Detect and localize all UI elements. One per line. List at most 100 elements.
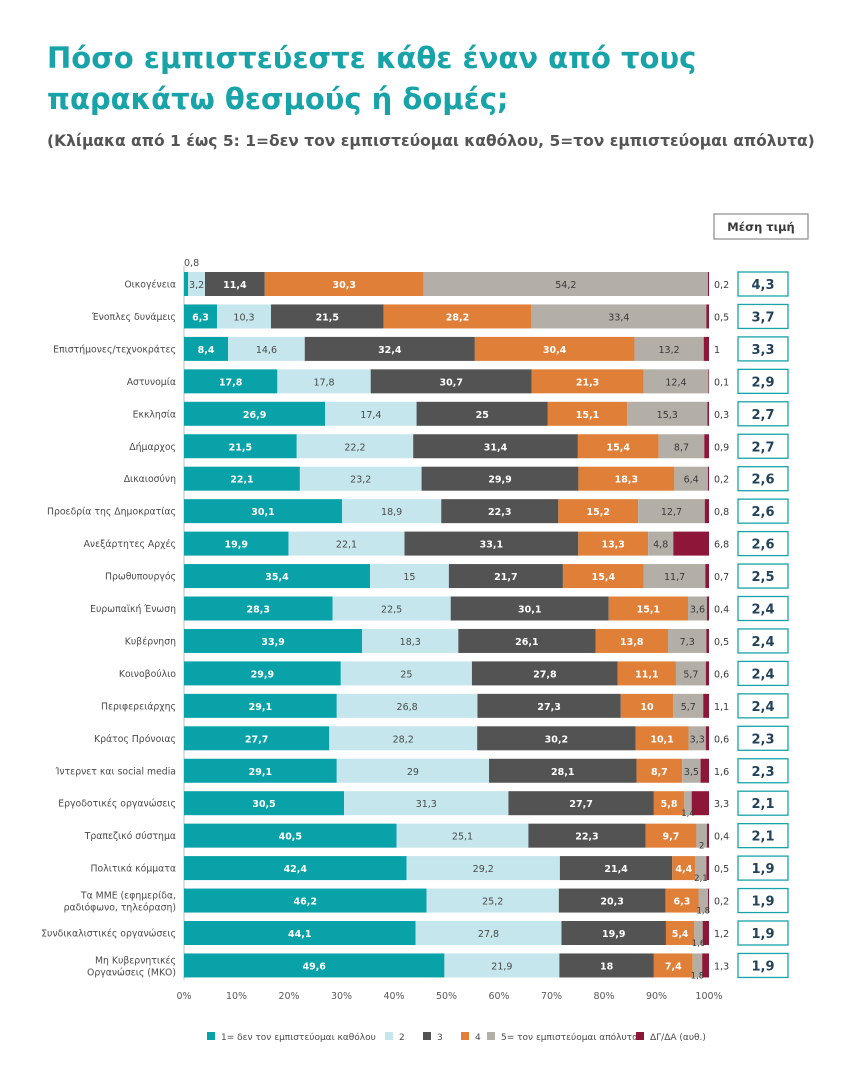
bar-segment-1	[184, 336, 229, 361]
bar-segment-6	[705, 564, 709, 589]
dkna-value-label: 0,1	[714, 377, 729, 388]
data-label: 29,9	[488, 475, 511, 486]
dkna-value-label: 0,7	[714, 572, 729, 583]
legend-label: ΔΓ/ΔΑ (αυθ.)	[650, 1033, 706, 1043]
mean-value: 2,4	[751, 635, 774, 650]
bar-segment-3	[416, 401, 548, 426]
data-label: 46,2	[294, 897, 317, 908]
bar-segment-6	[704, 434, 709, 459]
bar-segment-4	[474, 336, 635, 361]
bar-segment-6	[705, 726, 709, 751]
data-label: 7,4	[665, 961, 682, 972]
mean-value: 2,6	[751, 538, 774, 553]
bar-segment-1	[184, 693, 337, 718]
bar-segment-6	[707, 401, 709, 426]
mean-value: 1,9	[751, 927, 774, 942]
bar-segment-3	[458, 628, 596, 653]
legend-swatch	[423, 1032, 431, 1040]
dkna-value-label: 1,1	[714, 702, 729, 713]
bar-segment-6	[706, 304, 709, 329]
bar-segment-3	[471, 661, 618, 686]
data-label: 27,7	[245, 734, 268, 745]
legend-swatch	[461, 1032, 469, 1040]
category-label-line: ραδιόφωνο, τηλεόραση)	[64, 903, 176, 914]
mean-box	[737, 660, 789, 687]
mean-box	[737, 336, 789, 362]
dkna-value-label: 0,6	[714, 669, 729, 680]
mean-box	[737, 595, 789, 622]
category-label: Συνδικαλιστικές οργανώσεις	[41, 929, 176, 940]
data-label: 18	[600, 961, 614, 972]
bar-segment-1	[184, 823, 397, 848]
bar-segment-1	[184, 531, 289, 556]
bar-segment-1	[184, 921, 416, 945]
data-label: 10	[640, 702, 654, 713]
bar-segment-3	[204, 272, 265, 296]
bar-segment-6	[673, 531, 709, 556]
category-label: Δικαιοσύνη	[124, 474, 176, 485]
category-label: Περιφερειάρχης	[101, 701, 176, 712]
bar-segment-5	[695, 856, 707, 881]
mean-header-box	[713, 213, 809, 240]
bar-segment-2	[188, 272, 205, 296]
mean-box	[737, 498, 789, 524]
bar-segment-3	[304, 336, 475, 361]
mean-box	[737, 823, 789, 849]
mean-box	[737, 920, 789, 946]
mean-box	[737, 563, 789, 589]
data-label: 19,9	[225, 540, 248, 551]
dkna-value-label: 1,3	[714, 961, 729, 972]
data-label: 5,7	[683, 669, 698, 680]
bar-segment-4	[653, 953, 693, 978]
dkna-value-label: 0,6	[714, 734, 729, 745]
data-label: 27,8	[533, 669, 557, 680]
bar-segment-5	[423, 272, 708, 296]
data-label: 22,1	[336, 540, 357, 551]
bar-segment-1	[184, 888, 427, 913]
data-label: 15	[403, 572, 415, 583]
data-label: 3,2	[189, 280, 204, 291]
mean-value: 2,5	[751, 570, 774, 585]
bar-segment-2	[342, 499, 442, 524]
bar-segment-2	[329, 726, 478, 751]
page-title: Πόσο εμπιστεύεστε κάθε έναν από τους παρ…	[47, 41, 697, 116]
data-label: 7,3	[680, 637, 695, 648]
data-label: 12,7	[661, 507, 682, 518]
mean-value: 2,1	[751, 797, 774, 812]
bar-segment-2	[444, 953, 560, 978]
dkna-value-label: 0,4	[714, 832, 729, 843]
legend-label: 3	[437, 1033, 443, 1043]
data-label: 22,3	[575, 832, 598, 843]
category-label: Μη Κυβερνητικές Οργανώσεις (ΜΚΟ)	[87, 955, 176, 978]
mean-box	[737, 758, 789, 784]
legend-label: 2	[399, 1033, 405, 1043]
data-label: 21,4	[604, 864, 628, 875]
category-label: Δήμαρχος	[129, 442, 176, 453]
bar-segment-2	[396, 823, 529, 848]
mean-value: 2,7	[751, 440, 774, 455]
dkna-value-label: 0,4	[714, 605, 729, 616]
bar-segment-5	[682, 758, 701, 783]
x-tick-label: 20%	[278, 991, 299, 1002]
category-label: Κράτος Πρόνοιας	[94, 734, 176, 745]
data-label: 25	[400, 669, 412, 680]
bar-segment-1	[184, 726, 330, 751]
data-label: 18,3	[615, 475, 638, 486]
bar-segment-1	[184, 369, 278, 394]
data-label: 25,1	[452, 832, 473, 843]
data-label: 17,8	[219, 377, 243, 388]
bar-segment-6	[704, 499, 709, 524]
data-label: 25,2	[482, 897, 503, 908]
bar-segment-3	[421, 466, 579, 491]
data-label: 21,5	[229, 442, 252, 453]
bar-segment-3	[448, 564, 563, 589]
bar-segment-4	[645, 823, 697, 848]
bar-segment-6	[702, 921, 709, 945]
data-label: 14,6	[256, 345, 277, 356]
bar-segment-2	[325, 401, 417, 426]
data-label: 30,1	[518, 605, 541, 616]
legend-swatch	[385, 1032, 393, 1040]
bar-segment-2	[332, 596, 451, 621]
data-label: 22,1	[230, 475, 253, 486]
mean-box	[737, 952, 789, 979]
